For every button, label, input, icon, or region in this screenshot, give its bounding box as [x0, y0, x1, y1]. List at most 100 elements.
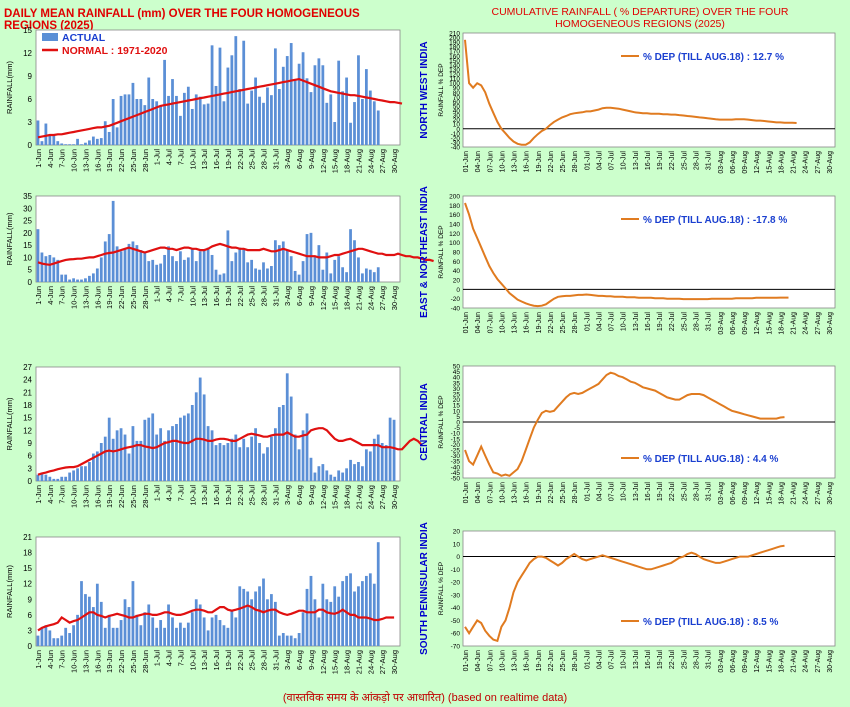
actual-bar [222, 273, 226, 282]
actual-bar [139, 99, 143, 145]
actual-bar [159, 263, 163, 282]
actual-bar [250, 90, 254, 145]
actual-bar [376, 110, 380, 145]
y-tick-label: 120 [449, 231, 460, 238]
actual-bar [190, 248, 194, 282]
actual-bar [111, 438, 115, 481]
x-tick-label: 3-Aug [283, 149, 292, 169]
y-tick-label: 200 [449, 35, 460, 42]
actual-bar [44, 123, 48, 145]
actual-bar [301, 261, 305, 282]
actual-bar [91, 453, 95, 481]
x-tick-label: 27-Aug [378, 286, 387, 310]
y-tick-label: 40 [453, 268, 461, 275]
actual-bar [349, 229, 352, 282]
actual-bar [103, 436, 107, 481]
x-tick-label: 6-Aug [295, 149, 304, 169]
y-tick-label: -30 [451, 453, 461, 460]
y-tick-label: 30 [453, 113, 461, 120]
x-tick-label: 01-Jul [584, 312, 591, 332]
y-tick-label: -20 [451, 296, 461, 303]
y-tick-label: 15 [23, 26, 32, 35]
actual-bar [238, 247, 242, 282]
actual-bar [64, 476, 68, 481]
x-tick-label: 09-Aug [742, 151, 749, 174]
actual-bar [179, 251, 182, 282]
x-tick-label: 31-Jul [706, 482, 713, 502]
actual-bar [353, 464, 356, 481]
actual-bar [317, 617, 321, 646]
x-tick-label: 28-Jun [141, 286, 150, 309]
x-tick-label: 31-Jul [271, 485, 280, 506]
actual-bar [281, 405, 285, 481]
x-tick-label: 16-Jun [524, 482, 531, 504]
x-tick-label: 10-Jul [621, 312, 628, 332]
x-tick-label: 3-Aug [283, 650, 292, 670]
x-tick-label: 04-Jun [475, 482, 482, 504]
actual-bar [392, 419, 396, 481]
x-tick-label: 09-Aug [742, 312, 749, 335]
x-tick-label: 18-Aug [778, 151, 785, 174]
actual-bar [99, 257, 103, 282]
x-tick-label: 25-Jun [129, 485, 138, 508]
y-tick-label: 0 [28, 642, 33, 651]
actual-bar [167, 246, 170, 282]
actual-bar [258, 269, 261, 282]
x-tick-label: 25-Jun [560, 650, 567, 672]
actual-bar [230, 55, 234, 145]
actual-bar [48, 630, 52, 646]
actual-bar [273, 240, 277, 282]
actual-bar [115, 127, 119, 145]
actual-bar [179, 115, 182, 145]
x-tick-label: 10-Jun [499, 312, 506, 334]
actual-bar [68, 472, 72, 481]
actual-bar [76, 468, 79, 481]
x-tick-label: 21-Aug [354, 149, 363, 173]
x-tick-label: 4-Jul [165, 650, 174, 667]
y-tick-label: 9 [28, 439, 33, 448]
y-tick-label: -15 [451, 436, 461, 443]
x-tick-label: 28-Jun [572, 151, 579, 173]
x-tick-label: 10-Jun [499, 650, 506, 672]
actual-bar [368, 573, 372, 646]
plot-area [35, 195, 401, 283]
actual-bar [230, 609, 234, 646]
actual-bar [214, 445, 218, 481]
x-tick-label: 22-Jul [669, 151, 676, 171]
actual-bar [44, 256, 48, 282]
y-axis-label: RAINFALL(mm) [5, 397, 14, 450]
actual-bar [68, 633, 72, 646]
x-tick-label: 10-Jun [499, 482, 506, 504]
actual-bar [56, 478, 60, 481]
actual-bar [372, 272, 376, 282]
x-tick-label: 22-Jun [117, 650, 126, 673]
x-tick-label: 13-Jun [81, 286, 90, 309]
actual-bar [297, 63, 301, 145]
x-tick-label: 04-Jun [475, 650, 482, 672]
region-title: CENTRAL INDIA [419, 383, 430, 461]
actual-bar [364, 575, 368, 646]
x-tick-label: 7-Jun [58, 650, 67, 669]
x-tick-label: 16-Jul [212, 149, 221, 170]
actual-bar [357, 257, 360, 282]
actual-bar [84, 278, 87, 282]
x-tick-label: 27-Aug [815, 312, 822, 335]
actual-bar [60, 274, 64, 282]
x-tick-label: 12-Aug [754, 151, 761, 174]
x-tick-label: 13-Jul [633, 151, 640, 171]
actual-bar [273, 48, 277, 145]
actual-bar [159, 620, 163, 646]
y-tick-label: 70 [453, 94, 461, 101]
cumulative-departure-chart-0: -40-30-20-100102030405060708090100110120… [419, 31, 836, 174]
departure-annotation: % DEP (TILL AUG.18) : 8.5 % [643, 617, 779, 628]
actual-bar [190, 405, 194, 481]
y-tick-label: -5 [454, 425, 460, 432]
actual-bar [80, 144, 83, 145]
actual-bar [147, 604, 151, 646]
actual-bar [262, 453, 265, 481]
actual-bar [293, 638, 297, 646]
actual-bar [254, 591, 257, 646]
x-tick-label: 13-Jun [512, 650, 519, 672]
actual-bar [349, 459, 352, 481]
